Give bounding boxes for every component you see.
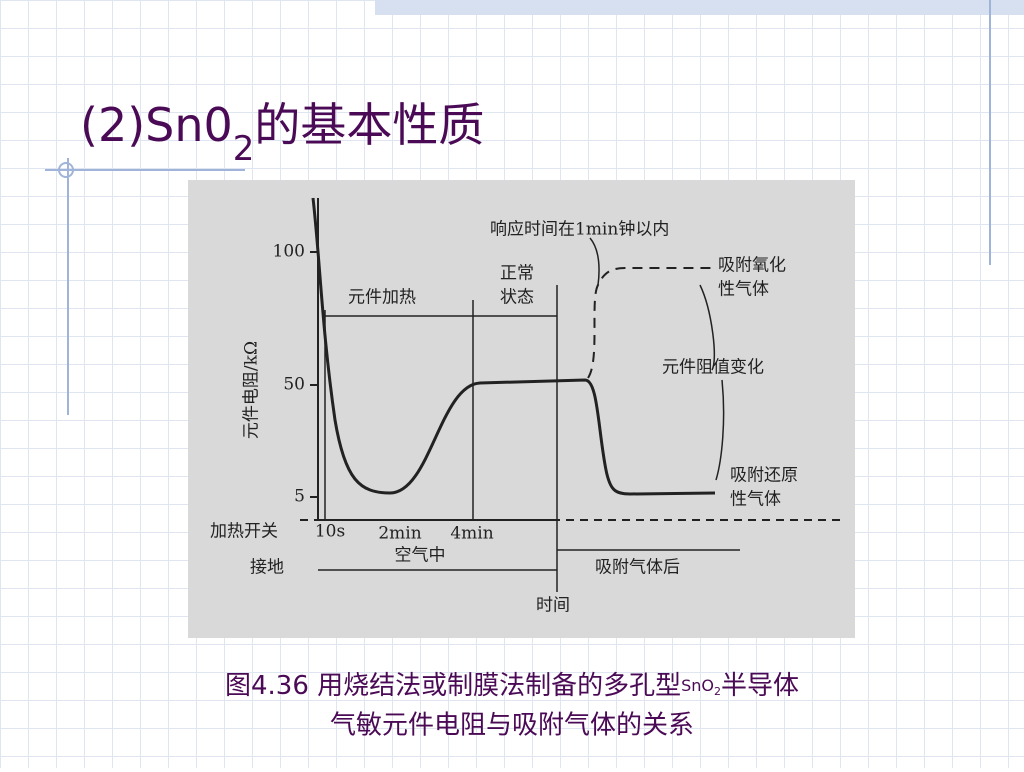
title-rest: 的基本性质 — [254, 98, 484, 152]
label: 吸附还原 — [730, 466, 798, 486]
leader — [715, 379, 725, 481]
label: 吸附气体后 — [595, 558, 680, 578]
top-band — [375, 0, 1024, 15]
figure-bg — [188, 180, 855, 638]
y-tick-label: 100 — [273, 242, 305, 262]
y-tick-label: 5 — [294, 487, 305, 507]
resistance-curve — [311, 197, 716, 496]
y-tick-label: 50 — [283, 375, 305, 395]
caption-text: 图4.36 用烧结法或制膜法制备的多孔型 — [225, 671, 681, 701]
label: 元件加热 — [348, 288, 416, 308]
y-axis-label: 元件电阻/kΩ — [242, 341, 262, 439]
label: 性气体 — [730, 490, 781, 510]
caption-text: SnO — [681, 676, 714, 695]
dashed-curve — [587, 267, 712, 379]
label: 性气体 — [718, 280, 769, 300]
title-sub: 2 — [233, 129, 255, 169]
caption-line: 图4.36 用烧结法或制膜法制备的多孔型SnO2半导体 — [225, 671, 799, 701]
label: 吸附氧化 — [718, 256, 786, 276]
title: (2)Sn02的基本性质 — [80, 98, 484, 169]
figure: 响应时间在1min钟以内 吸附氧化 性气体 元件阻值变化 吸附还原 性气体 元件… — [188, 180, 855, 638]
label: 元件阻值变化 — [662, 358, 764, 378]
x-axis-label: 时间 — [536, 596, 570, 616]
label: 状态 — [500, 288, 534, 308]
caption-text: 半导体 — [721, 671, 799, 701]
x-tick-label: 10s — [315, 522, 345, 542]
x-tick-label: 2min — [378, 524, 421, 544]
title-main: (2)Sn0 — [80, 98, 233, 152]
label: 接地 — [250, 558, 284, 578]
caption-line: 气敏元件电阻与吸附气体的关系 — [330, 711, 694, 741]
leader — [699, 284, 716, 371]
deco-circle — [58, 162, 74, 178]
label: 响应时间在1min钟以内 — [490, 220, 669, 240]
label: 空气中 — [395, 546, 446, 566]
leader — [589, 237, 600, 286]
x-tick-label: 4min — [450, 524, 493, 544]
label: 加热开关 — [210, 522, 278, 542]
label: 正常 — [500, 264, 534, 284]
caption-sub: 2 — [714, 685, 721, 698]
